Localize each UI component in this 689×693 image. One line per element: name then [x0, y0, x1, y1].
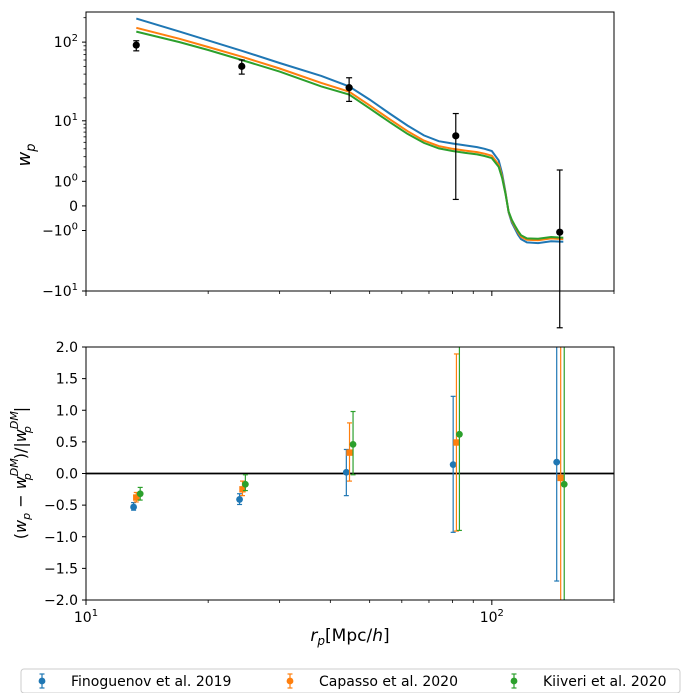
top-ytick-label: −101	[42, 282, 78, 300]
ratio-point-2	[136, 490, 144, 498]
ratio-point-2	[560, 480, 568, 488]
ratio-point-2	[456, 430, 463, 438]
top-x-ticks	[85, 291, 615, 296]
top-ylabel: wp	[14, 144, 39, 167]
ratio-point-1	[453, 439, 460, 446]
legend: Finoguenov et al. 2019 Capasso et al. 202…	[20, 668, 681, 693]
observed-point	[132, 41, 140, 49]
top-ylabel-sub: p	[24, 144, 39, 153]
bottom-ytick-label: 2.0	[56, 340, 78, 356]
bottom-xtick-label: 102	[480, 608, 504, 626]
ratio-point-0	[449, 461, 457, 469]
bottom-ytick-label: −0.5	[44, 498, 78, 514]
bottom-x-ticks: 101 102	[74, 600, 615, 626]
top-ylabel-main: w	[14, 152, 35, 167]
ratio-point-2	[241, 480, 249, 488]
bottom-xlabel: rp[Mpc/h]	[310, 626, 389, 648]
bottom-ytick-label: −1.0	[44, 530, 78, 546]
bottom-ytick-label: −2.0	[44, 593, 78, 609]
legend-label: Finoguenov et al. 2019	[71, 674, 231, 690]
top-ytick-label: 102	[54, 33, 78, 51]
ratio-point-1	[239, 486, 246, 493]
ratio-point-0	[342, 468, 350, 476]
observed-point	[345, 84, 353, 92]
top-ytick-label: 100	[54, 172, 78, 190]
top-panel: 102 101 100 0 −100 −101 wp	[14, 11, 615, 329]
bottom-ytick-label: −1.5	[44, 561, 78, 577]
ratio-point-2	[349, 441, 357, 448]
observed-point	[556, 228, 564, 236]
bottom-ytick-label: 0.5	[56, 435, 78, 451]
bottom-ytick-label: 0.0	[56, 467, 78, 483]
observed-point	[452, 132, 460, 140]
bottom-plot-area	[86, 347, 614, 600]
bottom-panel: −2.0 −1.5 −1.0 −0.5 0.0 0.5 1.0 1.5 2.0 101 102 (…	[8, 340, 615, 648]
top-axes-frame	[85, 11, 615, 292]
top-plot-area	[132, 17, 564, 329]
model-line-2	[136, 30, 564, 240]
observed-point	[238, 62, 246, 70]
top-y-ticks: 102 101 100 0 −100 −101	[42, 17, 86, 300]
bottom-xtick-label: 101	[74, 608, 98, 626]
legend-marker	[286, 677, 294, 685]
legend-marker	[510, 677, 518, 685]
bottom-ylabel: (wp − wDMp)/|wDMp|	[8, 407, 34, 539]
ratio-point-1	[133, 494, 140, 501]
bottom-ytick-label: 1.0	[56, 403, 78, 419]
ratio-point-0	[553, 458, 561, 466]
top-ytick-label: −100	[42, 222, 78, 240]
top-ytick-label: 101	[54, 112, 78, 130]
ratio-point-0	[236, 496, 243, 503]
ratio-point-1	[346, 449, 353, 456]
legend-label: Capasso et al. 2020	[319, 674, 458, 690]
legend-box	[20, 668, 681, 693]
model-line-0	[136, 17, 564, 245]
legend-marker	[38, 677, 46, 685]
top-ytick-label: 0	[69, 199, 78, 215]
ratio-point-1	[557, 474, 564, 482]
model-line-1	[136, 26, 564, 242]
bottom-y-ticks: −2.0 −1.5 −1.0 −0.5 0.0 0.5 1.0 1.5 2.0	[44, 340, 86, 609]
legend-label: Kiiveri et al. 2020	[543, 674, 667, 690]
ratio-point-0	[130, 503, 137, 511]
bottom-ytick-label: 1.5	[56, 372, 78, 388]
